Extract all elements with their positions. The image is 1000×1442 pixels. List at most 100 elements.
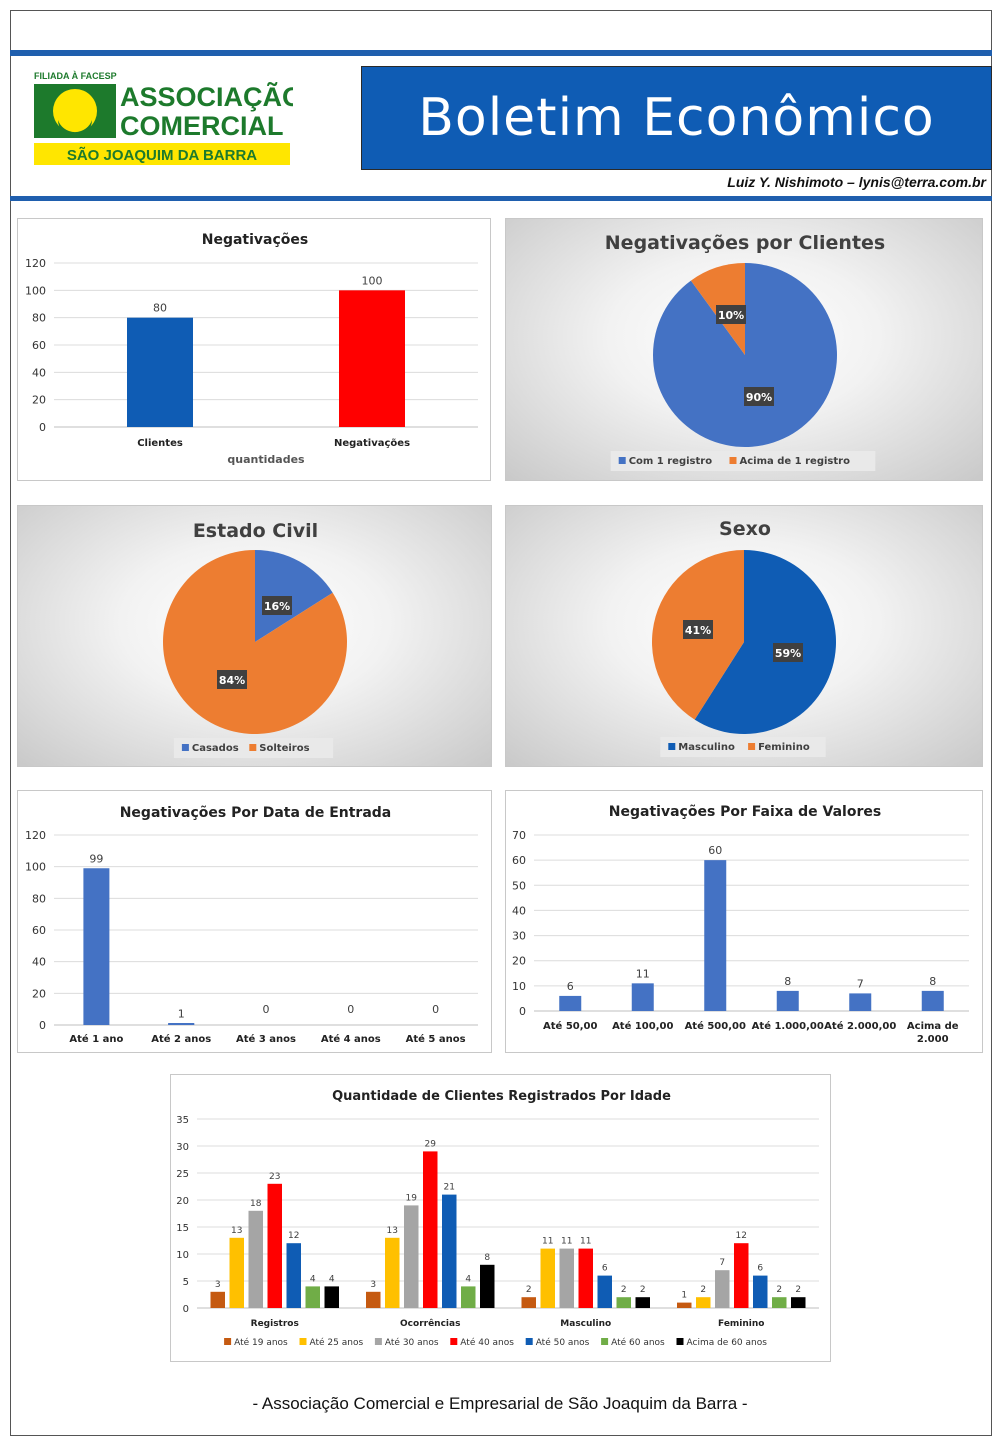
x-axis-title: quantidades xyxy=(227,453,305,466)
data-label: 3 xyxy=(370,1280,376,1290)
pie-label-box xyxy=(716,305,746,324)
data-label: 1 xyxy=(681,1291,687,1301)
y-tick-label: 30 xyxy=(176,1142,189,1153)
legend-swatch xyxy=(450,1338,458,1345)
data-label: 0 xyxy=(347,1003,354,1016)
footer-text: - Associação Comercial e Empresarial de … xyxy=(252,1394,748,1413)
legend-swatch xyxy=(676,1338,684,1345)
data-label: 3 xyxy=(215,1280,221,1290)
pie-value-label: 10% xyxy=(718,309,744,322)
legend-swatch xyxy=(181,744,189,751)
bar xyxy=(286,1243,301,1308)
data-label: 13 xyxy=(387,1226,398,1236)
data-label: 100 xyxy=(362,274,383,287)
bar xyxy=(366,1291,381,1308)
chart-panel-idade: Quantidade de Clientes Registrados Por I… xyxy=(170,1074,831,1362)
logo-emblem-sun-icon xyxy=(53,89,97,133)
data-label: 12 xyxy=(736,1231,747,1241)
data-label: 12 xyxy=(288,1231,299,1241)
chart-panel-estado-civil: Estado Civil 16% 84% Casados Solteiros xyxy=(17,505,492,767)
page-frame xyxy=(10,10,992,1436)
legend-label: Até 40 anos xyxy=(460,1337,514,1348)
pie-slice xyxy=(694,550,836,734)
data-label: 2 xyxy=(795,1285,801,1295)
legend-label: Masculino xyxy=(678,742,735,753)
bar xyxy=(921,990,944,1011)
legend-box xyxy=(660,737,826,757)
y-tick-label: 100 xyxy=(25,861,46,874)
bar xyxy=(404,1205,419,1308)
data-label: 8 xyxy=(484,1253,490,1263)
chart-title: Negativações Por Faixa de Valores xyxy=(609,804,881,820)
pie-label-box xyxy=(744,387,774,406)
data-label: 0 xyxy=(432,1003,439,1016)
bar xyxy=(540,1248,555,1308)
legend-swatch xyxy=(668,743,676,750)
y-tick-label: 35 xyxy=(176,1115,189,1126)
x-category-label: Até 2 anos xyxy=(151,1033,211,1045)
bar xyxy=(461,1286,476,1308)
y-tick-label: 20 xyxy=(32,987,46,1000)
pie-slice xyxy=(163,550,348,734)
y-tick-label: 40 xyxy=(32,366,46,379)
bar xyxy=(849,993,872,1011)
bar xyxy=(248,1210,263,1308)
data-label: 8 xyxy=(784,975,791,988)
y-tick-label: 30 xyxy=(512,930,526,943)
chart-svg-data-entrada: Negativações Por Data de Entrada 0 20 40 60 8… xyxy=(25,805,478,1045)
legend-swatch xyxy=(224,1338,232,1345)
bar xyxy=(696,1297,711,1308)
legend-swatch xyxy=(618,457,626,464)
legend-swatch xyxy=(729,457,737,464)
x-category-label: Masculino xyxy=(560,1319,611,1329)
y-tick-label: 100 xyxy=(25,284,46,297)
data-label: 0 xyxy=(263,1003,270,1016)
data-label: 4 xyxy=(329,1274,335,1284)
bar-min xyxy=(168,1023,195,1025)
legend-label: Casados xyxy=(192,743,239,754)
legend-label: Com 1 registro xyxy=(629,456,713,467)
bar xyxy=(442,1194,457,1308)
legend-label: Acima de 1 registro xyxy=(740,456,851,467)
logo-line3: SÃO JOAQUIM DA BARRA xyxy=(67,146,257,164)
pie-value-label: 41% xyxy=(685,624,711,637)
bar xyxy=(127,317,193,427)
x-category-label: Até 1.000,00 xyxy=(752,1020,824,1032)
x-category-label: Acima de 2.000 xyxy=(907,1021,959,1045)
logo-line1: ASSOCIAÇÃO xyxy=(120,81,293,112)
bar xyxy=(559,1248,574,1308)
chart-svg-idade: Quantidade de Clientes Registrados Por I… xyxy=(176,1089,819,1348)
pie-value-label: 90% xyxy=(746,391,772,404)
x-category-label: Até 4 anos xyxy=(321,1033,381,1045)
pie-label-box xyxy=(217,670,247,689)
legend-swatch xyxy=(601,1338,609,1345)
legend-label: Até 25 anos xyxy=(310,1337,364,1348)
bar xyxy=(385,1237,400,1308)
pie-value-label: 84% xyxy=(219,674,245,687)
association-logo: FILIADA À FACESP ASSOCIAÇÃO COMERCIAL SÃ… xyxy=(34,71,293,165)
x-category-label: Registros xyxy=(251,1319,299,1329)
legend-swatch xyxy=(525,1338,533,1345)
page-title: Boletim Econômico xyxy=(418,88,935,148)
chart-panel-data-entrada: Negativações Por Data de Entrada 0 20 40 60 8… xyxy=(17,790,492,1053)
bar xyxy=(715,1270,730,1308)
legend-label: Solteiros xyxy=(259,743,309,754)
y-tick-label: 60 xyxy=(512,854,526,867)
data-label: 1 xyxy=(178,1007,185,1020)
chart-title: Negativações por Clientes xyxy=(605,232,885,254)
pie-value-label: 16% xyxy=(264,600,290,613)
x-category-label: Até 100,00 xyxy=(612,1020,673,1032)
bar xyxy=(521,1297,536,1308)
chart-svg-sexo: Sexo 59% 41% Masculino Feminino xyxy=(652,518,836,757)
y-tick-label: 40 xyxy=(32,956,46,969)
chart-title: Quantidade de Clientes Registrados Por I… xyxy=(332,1089,671,1104)
bar xyxy=(578,1248,593,1308)
chart-title: Estado Civil xyxy=(193,520,318,542)
pie-value-label: 59% xyxy=(775,647,801,660)
data-label: 7 xyxy=(719,1258,725,1268)
chart-panel-neg-clientes: Negativações por Clientes 90% 10% Com 1 reg… xyxy=(505,218,983,481)
legend-swatch xyxy=(374,1338,382,1345)
data-label: 2 xyxy=(526,1285,532,1295)
data-label: 19 xyxy=(406,1193,418,1203)
data-label: 11 xyxy=(561,1237,572,1247)
